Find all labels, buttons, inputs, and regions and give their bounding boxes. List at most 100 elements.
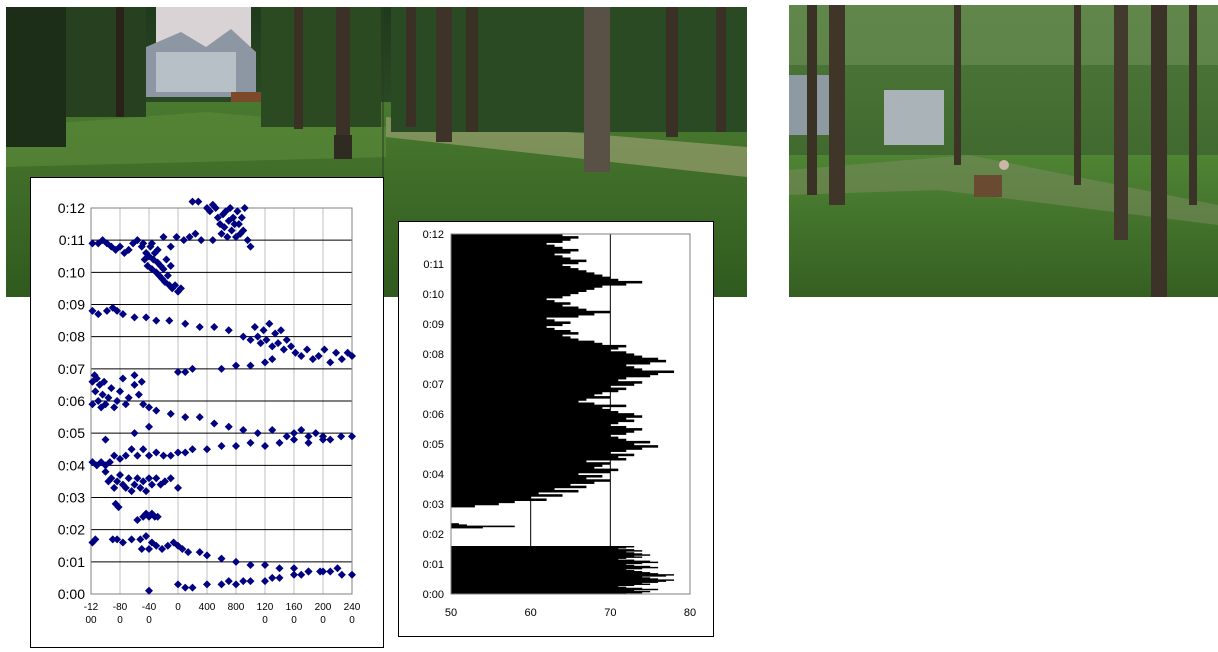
scatter-point	[246, 561, 255, 570]
bar-segment-2	[451, 419, 635, 423]
scatter-point	[133, 516, 142, 525]
bar-segment-2	[451, 304, 563, 307]
scatter-point	[114, 503, 123, 512]
scatter-point	[224, 577, 233, 586]
bar-y-tick-label: 0:03	[423, 499, 444, 511]
scatter-point	[314, 351, 323, 360]
scatter-point	[163, 271, 172, 280]
bar-y-tick-label: 0:12	[423, 229, 444, 241]
scatter-point	[107, 384, 116, 393]
bar-segment-2	[451, 404, 627, 408]
scatter-point	[113, 477, 122, 486]
bar-segment-2	[451, 415, 643, 418]
scatter-point	[261, 358, 269, 367]
scatter-point	[160, 477, 169, 486]
bar-segment-0	[451, 568, 627, 571]
bar-segment-2	[451, 492, 539, 495]
scatter-point	[319, 435, 327, 444]
bar-segment-0	[451, 566, 659, 569]
scatter-y-tick-label: 0:02	[58, 522, 85, 538]
scatter-point	[107, 474, 116, 483]
scatter-point	[152, 316, 161, 325]
bar-segment-2	[451, 259, 587, 263]
bar-segment-2	[451, 500, 515, 504]
bar-segment-2	[451, 312, 595, 316]
scatter-point	[90, 371, 99, 380]
scatter-x-tick-label: 200	[315, 602, 332, 613]
scatter-x-tick-label-line2: 0	[291, 615, 297, 626]
scatter-point	[152, 268, 161, 277]
scatter-point	[291, 348, 300, 357]
bar-segment-2	[451, 261, 579, 265]
scatter-point	[185, 232, 194, 241]
scatter-point	[253, 429, 262, 438]
scatter-point	[102, 306, 111, 315]
scatter-point	[348, 351, 356, 360]
bar-segment-2	[451, 468, 619, 472]
scatter-x-tick-label: -80	[113, 602, 128, 613]
scatter-point	[142, 487, 151, 496]
bar-segment-2	[451, 487, 555, 491]
bar-segment-2	[451, 370, 675, 374]
scatter-point	[145, 422, 153, 431]
scatter-point	[124, 474, 133, 483]
bar-segment-2	[451, 240, 563, 243]
bar-segment-2	[451, 481, 595, 484]
bar-segment-0	[451, 581, 659, 583]
bar-y-tick-label: 0:05	[423, 439, 444, 451]
bar-segment-2	[451, 443, 635, 446]
scatter-y-tick-label: 0:00	[58, 586, 85, 602]
scatter-point	[124, 393, 133, 402]
bar-segment-2	[451, 421, 619, 425]
scatter-point	[233, 207, 242, 216]
scatter-point	[181, 448, 190, 457]
scatter-point	[124, 245, 133, 254]
scatter-y-tick-label: 0:03	[58, 490, 85, 506]
bar-segment-2	[451, 455, 619, 459]
scatter-x-tick-label: 800	[228, 602, 245, 613]
scatter-point	[166, 474, 175, 483]
scatter-point	[159, 451, 168, 460]
scatter-point	[195, 548, 204, 557]
bar-segment-2	[451, 265, 571, 269]
scatter-point	[153, 258, 162, 267]
scatter-point	[101, 400, 110, 409]
scatter-point	[311, 429, 320, 438]
bar-segment-2	[451, 268, 579, 271]
scatter-point	[121, 400, 130, 409]
bar-segment-2	[451, 283, 627, 286]
bar-segment-0	[451, 556, 643, 558]
scatter-point	[203, 580, 211, 589]
bar-segment-1	[451, 523, 459, 525]
bar-segment-0	[451, 571, 643, 573]
bar-segment-2	[451, 398, 587, 401]
scatter-x-tick-label-line2: 0	[117, 615, 123, 626]
bar-segment-2	[451, 374, 651, 378]
scatter-point	[275, 564, 284, 573]
scatter-point	[113, 535, 122, 544]
bar-segment-2	[451, 359, 667, 363]
bar-segment-0	[451, 574, 675, 576]
scatter-point	[91, 535, 100, 544]
bar-segment-2	[451, 393, 595, 397]
bar-segment-0	[451, 582, 643, 584]
scatter-point	[158, 544, 167, 553]
scatter-point	[326, 435, 335, 444]
scatter-point	[274, 339, 283, 348]
bar-segment-2	[451, 315, 579, 318]
scatter-point	[320, 345, 329, 354]
scatter-plot-area	[90, 207, 353, 595]
scatter-point	[276, 326, 285, 335]
scatter-point	[118, 310, 127, 319]
scatter-point	[142, 509, 151, 518]
bar-segment-2	[451, 300, 555, 303]
scatter-point	[203, 445, 211, 454]
bar-segment-2	[451, 391, 603, 395]
bar-segment-2	[451, 438, 627, 442]
bar-segment-2	[451, 472, 579, 476]
bar-segment-2	[451, 257, 571, 260]
scatter-point	[265, 319, 274, 328]
bar-segment-0	[451, 561, 659, 564]
bar-segment-2	[451, 295, 563, 299]
scatter-point	[130, 480, 139, 489]
